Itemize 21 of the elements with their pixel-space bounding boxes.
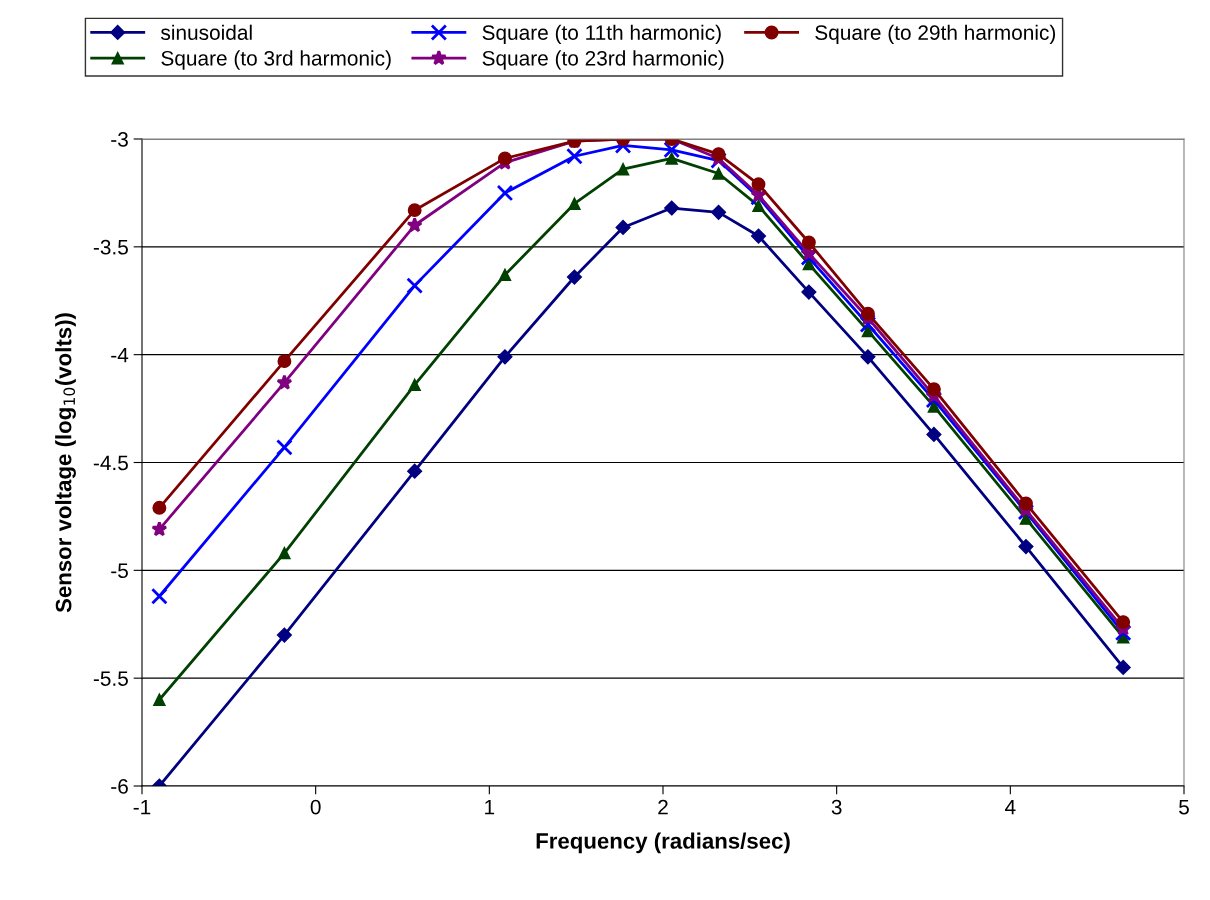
y-tick-label: -4 bbox=[111, 347, 129, 363]
x-tick-label: 1 bbox=[485, 799, 495, 815]
y-tick-label: -3 bbox=[111, 132, 128, 147]
legend-label: Square (to 11th harmonic) bbox=[482, 24, 721, 45]
y-tick-label: -5.5 bbox=[93, 671, 128, 686]
legend-label: Square (to 29th harmonic) bbox=[815, 24, 1056, 45]
y-axis-title: Sensor voltage (log$_{10}$(volts)) bbox=[55, 313, 76, 613]
y-tick-label: -4.5 bbox=[93, 455, 128, 471]
x-tick-label: 2 bbox=[658, 799, 668, 815]
x-tick-label: -1 bbox=[133, 799, 151, 815]
y-tick-label: -3.5 bbox=[93, 239, 128, 255]
x-tick-label: 5 bbox=[1179, 799, 1189, 815]
y-tick-label: -5 bbox=[111, 563, 128, 579]
x-tick-label: 0 bbox=[310, 799, 321, 815]
x-tick-label: 4 bbox=[1005, 799, 1016, 815]
x-tick-label: 3 bbox=[831, 799, 842, 815]
legend-label: Square (to 3rd harmonic) bbox=[161, 50, 391, 70]
legend-label: sinusoidal bbox=[161, 24, 252, 40]
legend-label: Square (to 23rd harmonic) bbox=[482, 50, 724, 70]
y-tick-label: -6 bbox=[111, 779, 128, 794]
x-axis-title: Frequency (radians/sec) bbox=[536, 832, 790, 854]
